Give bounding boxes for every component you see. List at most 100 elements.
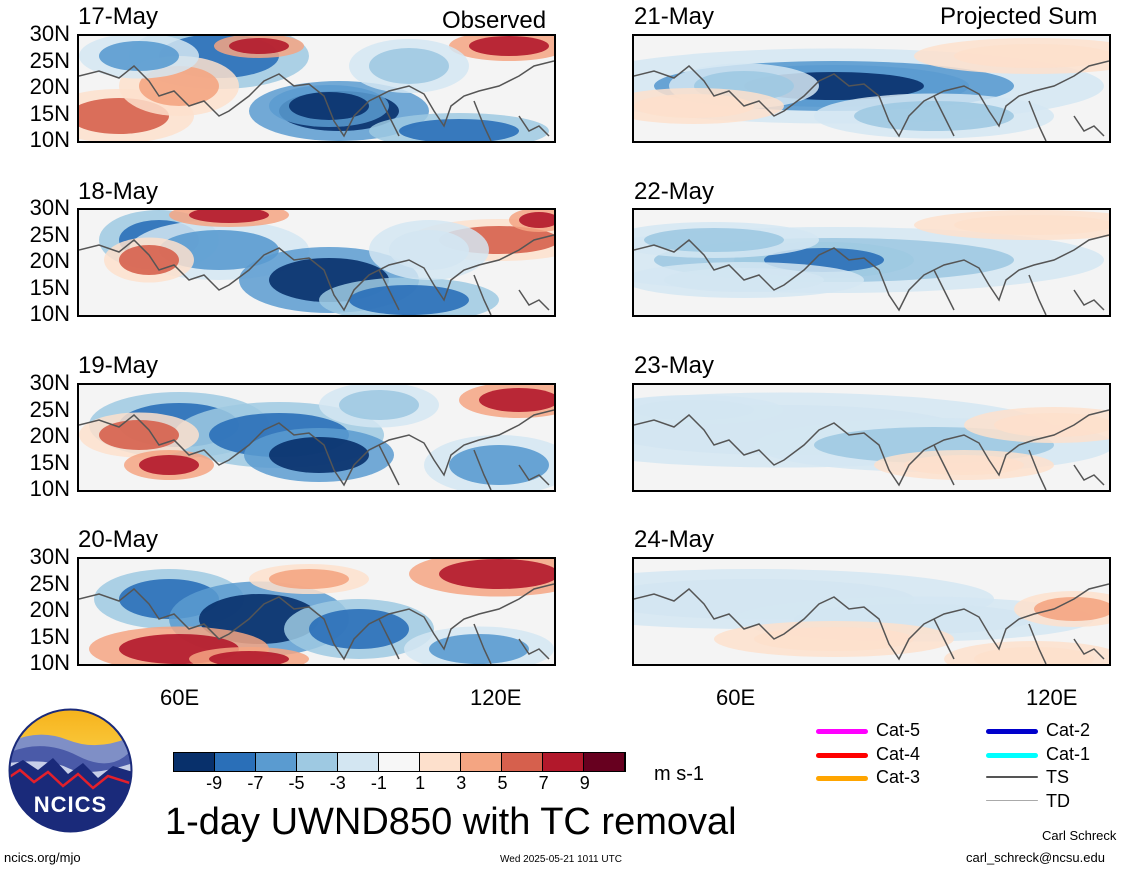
lat-label: 25N (29, 221, 70, 247)
anomaly-contour (429, 634, 529, 664)
coastline (634, 234, 1109, 312)
projected-map-panel (632, 34, 1111, 143)
anomaly-contour (754, 627, 914, 651)
anomaly-contour (339, 390, 419, 420)
anomaly-contour (209, 651, 289, 664)
lat-label: 10N (29, 476, 70, 501)
lat-label: 20N (29, 597, 70, 622)
colorbar-swatch (420, 753, 461, 771)
anomaly-contour (854, 101, 1014, 131)
anomaly-contour (229, 38, 289, 54)
anomaly-field (634, 559, 1109, 664)
anomaly-field (634, 210, 1109, 315)
tc-legend-line (816, 752, 868, 758)
panel-date: 18-May (78, 178, 159, 205)
colorbar-swatch (215, 753, 256, 771)
colorbar-label: -7 (247, 773, 264, 793)
lat-label: 30N (29, 195, 70, 220)
anomaly-contour (469, 36, 549, 56)
colorbar-swatch (584, 753, 625, 771)
tc-legend-label: TS (1046, 767, 1070, 787)
coastline (79, 583, 554, 661)
projected-map-panel (632, 208, 1111, 317)
coastline (79, 60, 554, 138)
tc-legend-line (986, 729, 1038, 734)
colorbar-swatch (379, 753, 420, 771)
colorbar-swatch (338, 753, 379, 771)
tc-legend-line (816, 776, 868, 781)
tc-legend-label: TD (1046, 790, 1070, 811)
tc-legend-label: Cat-3 (876, 767, 921, 787)
colorbar-swatch (543, 753, 584, 771)
anomaly-contour (634, 94, 754, 118)
colorbar-label: -9 (206, 773, 223, 793)
lon-label: 60E (716, 685, 756, 710)
panel-date: 21-May (634, 3, 715, 30)
panel-date: 22-May (634, 178, 715, 205)
anomaly-contour (479, 388, 554, 412)
anomaly-contour (974, 647, 1094, 664)
anomaly-contour (139, 455, 199, 475)
anomaly-contour (994, 413, 1109, 437)
anomaly-contour (99, 41, 179, 71)
colorbar (173, 752, 626, 772)
anomaly-contour (644, 228, 784, 252)
panel-date: 17-May (78, 3, 159, 30)
colorbar-swatch (174, 753, 215, 771)
tc-legend-line (816, 729, 868, 734)
panel-date: 23-May (634, 352, 715, 379)
colorbar-label: 7 (538, 773, 549, 793)
anomaly-field (79, 559, 554, 664)
lat-label: 15N (29, 449, 70, 475)
anomaly-contour (519, 212, 554, 228)
anomaly-field (79, 385, 554, 490)
coastline (378, 95, 550, 141)
main-title: 1-day UWND850 with TC removal (165, 801, 737, 843)
coastline (933, 269, 1105, 315)
observed-map-panel (77, 383, 556, 492)
lat-label: 30N (29, 370, 70, 395)
tc-legend-line (986, 799, 1038, 801)
units-label: m s-1 (654, 763, 704, 785)
footer-timestamp: Wed 2025-05-21 1011 UTC (500, 854, 622, 865)
anomaly-contour (349, 285, 469, 315)
observed-header: Observed (442, 7, 547, 34)
tc-legend-label: Cat-5 (876, 720, 921, 740)
observed-map-panel (77, 34, 556, 143)
anomaly-contour (369, 48, 449, 84)
coastline (634, 60, 1109, 138)
colorbar-label: 5 (497, 773, 508, 793)
anomaly-contour (904, 455, 1024, 475)
anomaly-contour (954, 44, 1109, 68)
ncics-logo: NCICS (8, 708, 133, 833)
lat-label: 20N (29, 423, 70, 448)
lon-label: 60E (160, 685, 200, 710)
projected-map-panel (632, 383, 1111, 492)
lat-label: 25N (29, 570, 70, 596)
coastline (634, 583, 1109, 661)
colorbar-label: -1 (370, 773, 387, 793)
lat-label: 10N (29, 127, 70, 152)
projected-header: Projected Sum (940, 3, 1098, 30)
anomaly-field (79, 36, 554, 141)
lat-label: 15N (29, 623, 70, 649)
lon-label: 120E (1026, 685, 1078, 710)
colorbar-label: 3 (456, 773, 467, 793)
anomaly-contour (954, 215, 1109, 235)
anomaly-contour (1034, 597, 1109, 621)
panel-date: 20-May (78, 526, 159, 553)
lat-label: 15N (29, 100, 70, 126)
coastline (933, 95, 1105, 141)
anomaly-field (79, 210, 554, 315)
anomaly-field (634, 385, 1109, 490)
anomaly-contour (269, 569, 349, 589)
coastline (378, 269, 550, 315)
coastline (378, 618, 550, 664)
lat-label: 25N (29, 47, 70, 73)
colorbar-swatch (256, 753, 297, 771)
lat-label: 25N (29, 396, 70, 422)
tc-legend-label: Cat-4 (876, 743, 921, 764)
lat-label: 20N (29, 74, 70, 99)
projected-map-panel (632, 557, 1111, 666)
panel-date: 19-May (78, 352, 159, 379)
